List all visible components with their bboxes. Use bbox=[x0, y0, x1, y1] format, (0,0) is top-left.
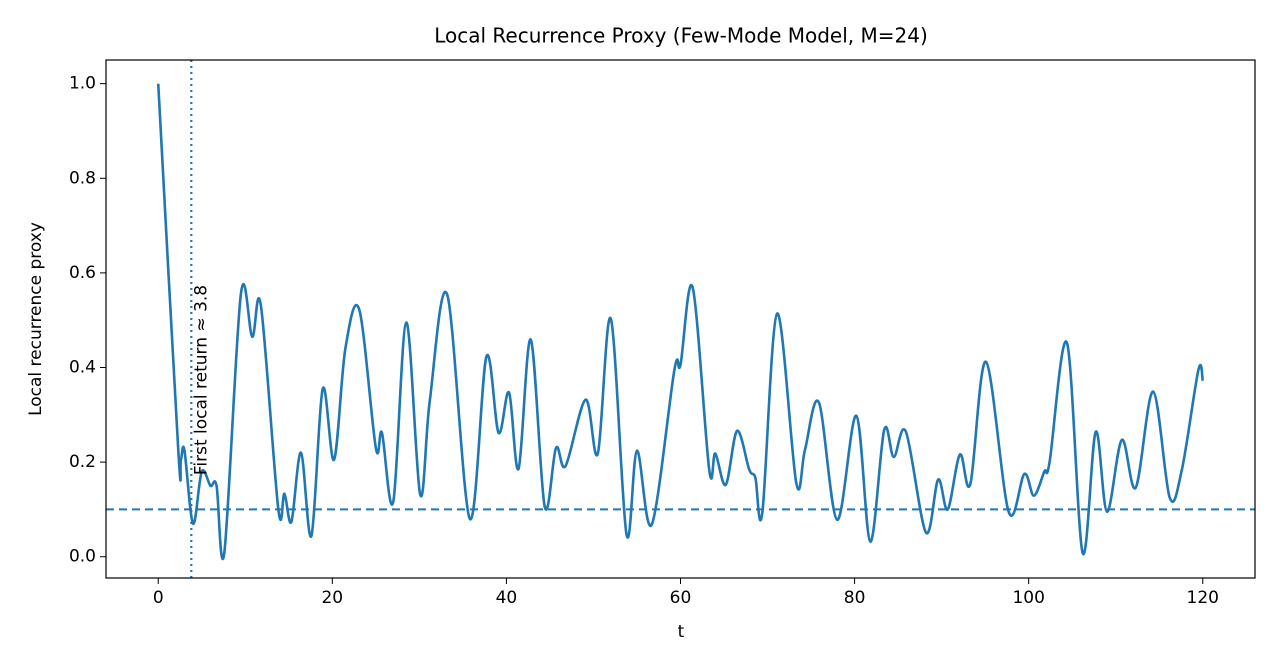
y-tick-label: 0.6 bbox=[69, 263, 96, 283]
x-axis-label: t bbox=[678, 622, 685, 642]
plot-frame bbox=[105, 59, 1256, 579]
y-tick-label: 0.2 bbox=[69, 452, 96, 472]
x-tick-label: 60 bbox=[670, 588, 692, 608]
y-axis-label: Local recurrence proxy bbox=[26, 222, 46, 416]
annotation: First local return ≈ 3.8 bbox=[191, 285, 211, 475]
x-tick-label: 20 bbox=[321, 588, 343, 608]
y-tick-label: 0.8 bbox=[69, 168, 96, 188]
chart-title: Local Recurrence Proxy (Few-Mode Model, … bbox=[434, 24, 928, 48]
data-line bbox=[156, 83, 1205, 561]
y-tick-label: 0.4 bbox=[69, 357, 96, 377]
x-tick-label: 80 bbox=[844, 588, 866, 608]
x-tick-label: 100 bbox=[1012, 588, 1044, 608]
y-tick-label: 0.0 bbox=[69, 547, 96, 567]
x-tick-label: 120 bbox=[1187, 588, 1219, 608]
x-tick-label: 0 bbox=[153, 588, 164, 608]
x-tick-label: 40 bbox=[496, 588, 518, 608]
y-tick-label: 1.0 bbox=[69, 74, 96, 94]
